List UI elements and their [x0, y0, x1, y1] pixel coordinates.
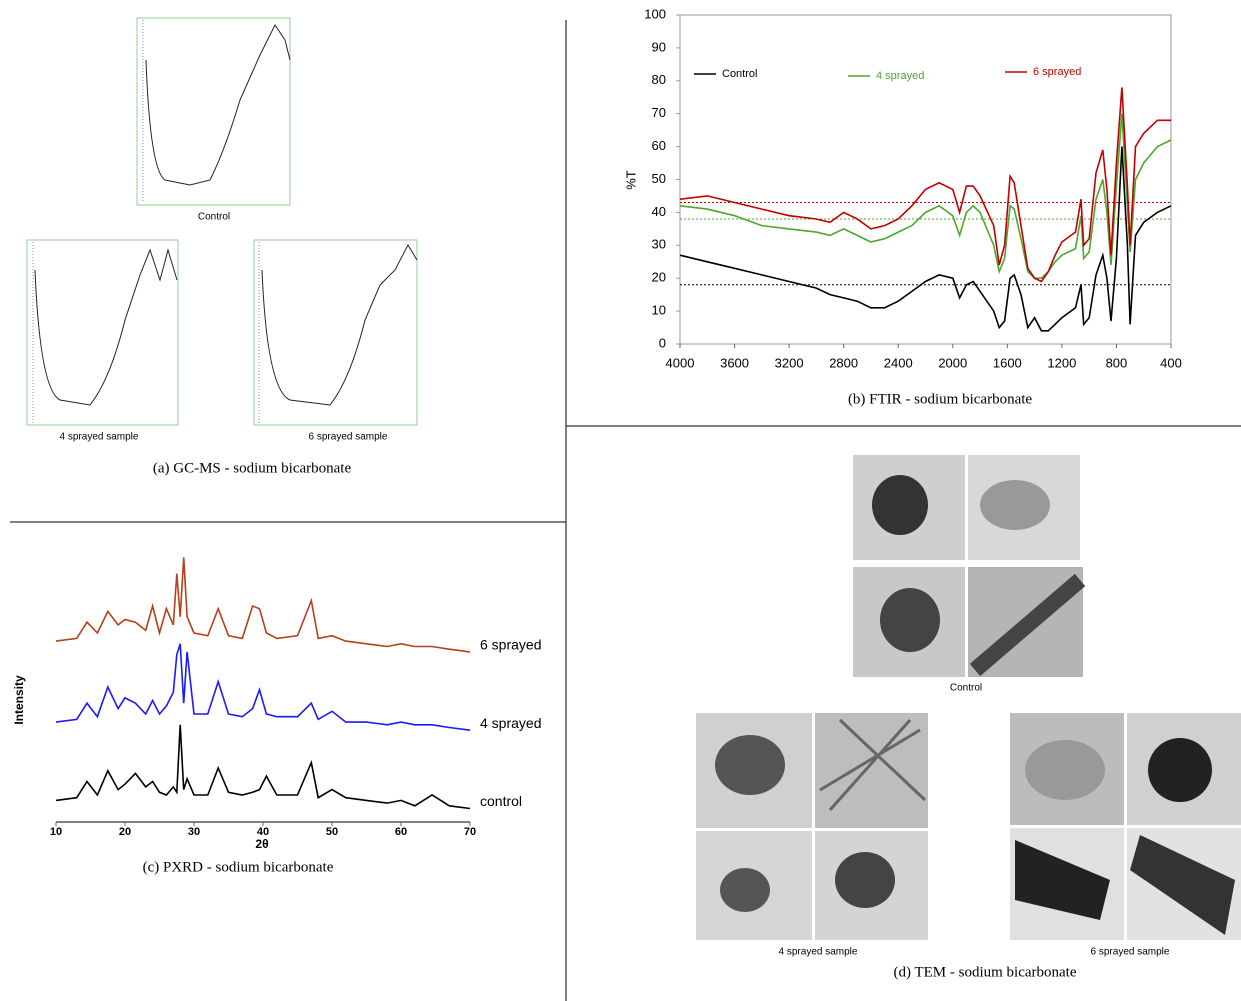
- x-tick-label: 20: [119, 826, 131, 838]
- data-line: [679, 146, 1172, 332]
- tem-particle: [969, 573, 1086, 677]
- y-tick-label: 20: [652, 270, 666, 285]
- tem-label: 4 sprayed sample: [779, 947, 858, 958]
- gcms-label: 4 sprayed sample: [60, 432, 139, 443]
- gcms-label: Control: [198, 212, 230, 223]
- y-axis-label: Intensity: [12, 675, 26, 725]
- tem-particle: [880, 588, 940, 652]
- x-tick-label: 400: [1160, 355, 1182, 370]
- data-line: [55, 643, 471, 731]
- y-tick-label: 100: [644, 6, 666, 21]
- data-line: [679, 113, 1172, 279]
- tem-particle: [1130, 835, 1235, 935]
- x-tick-label: 2800: [829, 355, 858, 370]
- legend-label: Control: [722, 68, 757, 80]
- series-label: 4 sprayed: [480, 715, 541, 731]
- legend-label: 4 sprayed: [876, 70, 924, 82]
- tem-particle: [1015, 840, 1110, 920]
- tem-label: 6 sprayed sample: [1091, 947, 1170, 958]
- x-tick-label: 4000: [666, 355, 695, 370]
- caption: (a) GC-MS - sodium bicarbonate: [153, 460, 352, 476]
- x-tick-label: 1600: [993, 355, 1022, 370]
- y-tick-label: 90: [652, 39, 666, 54]
- tem-particle: [872, 475, 928, 535]
- tem-particle: [835, 852, 895, 908]
- data-line: [55, 724, 471, 810]
- tem-particle: [715, 735, 785, 795]
- tem-image: [815, 713, 928, 828]
- plot-frame: [679, 14, 1172, 345]
- gcms-curve: [145, 24, 291, 186]
- data-line: [679, 87, 1171, 283]
- gcms-frame: [253, 239, 418, 426]
- caption: (b) FTIR - sodium bicarbonate: [848, 391, 1032, 407]
- tem-particle: [819, 718, 927, 811]
- x-tick-label: 2000: [938, 355, 967, 370]
- series-label: control: [480, 793, 522, 809]
- data-line: [55, 557, 471, 653]
- tem-label: Control: [950, 683, 982, 694]
- y-tick-label: 30: [652, 237, 666, 252]
- legend-label: 6 sprayed: [1033, 66, 1081, 78]
- x-tick-label: 3600: [720, 355, 749, 370]
- caption: (d) TEM - sodium bicarbonate: [893, 964, 1076, 980]
- x-axis-label: 2θ: [255, 837, 268, 851]
- gcms-frame: [26, 239, 179, 426]
- x-tick-label: 10: [50, 826, 62, 838]
- x-tick-label: 3200: [775, 355, 804, 370]
- series-label: 6 sprayed: [480, 637, 541, 653]
- gcms-curve: [34, 248, 178, 406]
- y-tick-label: 0: [659, 335, 666, 350]
- y-tick-label: 70: [652, 105, 666, 120]
- gcms-panel: [26, 17, 418, 426]
- y-tick-label: 60: [652, 138, 666, 153]
- x-tick-label: 2400: [884, 355, 913, 370]
- tem-particle: [980, 480, 1050, 530]
- tem-images: [696, 455, 1241, 940]
- x-tick-label: 70: [464, 826, 476, 838]
- tem-particle: [1148, 738, 1212, 802]
- y-tick-label: 80: [652, 72, 666, 87]
- y-tick-label: 40: [652, 204, 666, 219]
- tem-particle: [720, 868, 770, 912]
- gcms-frame: [136, 17, 291, 206]
- gcms-curve: [261, 243, 418, 406]
- y-axis-label: %T: [623, 170, 638, 190]
- x-tick-label: 1200: [1047, 355, 1076, 370]
- x-tick-label: 60: [395, 826, 407, 838]
- x-tick-label: 40: [257, 826, 269, 838]
- y-tick-label: 50: [652, 171, 666, 186]
- x-tick-label: 800: [1106, 355, 1128, 370]
- x-tick-label: 50: [326, 826, 338, 838]
- y-tick-label: 10: [652, 303, 666, 318]
- gcms-label: 6 sprayed sample: [309, 432, 388, 443]
- x-tick-label: 30: [188, 826, 200, 838]
- tem-particle: [1025, 740, 1105, 800]
- caption: (c) PXRD - sodium bicarbonate: [143, 859, 334, 875]
